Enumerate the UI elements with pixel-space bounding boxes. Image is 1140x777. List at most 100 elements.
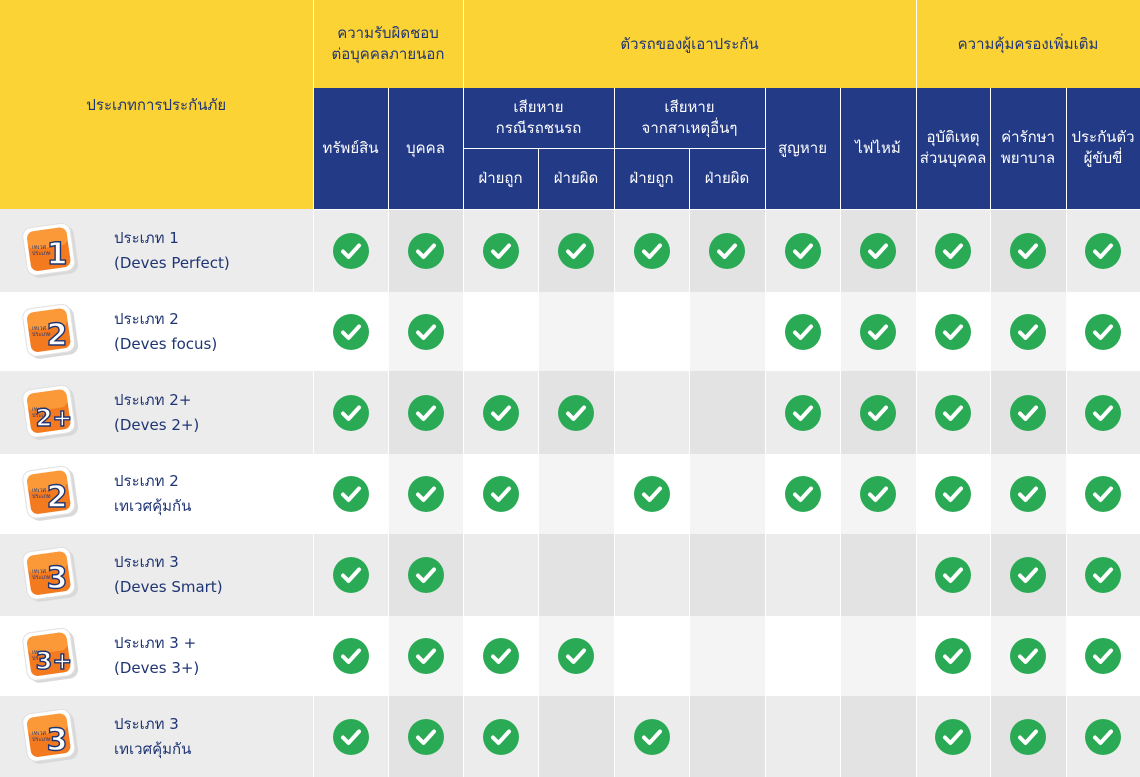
coverage-cell bbox=[689, 696, 766, 777]
plan-name: ประเภท 2 เทเวศคุ้มกัน bbox=[114, 469, 191, 519]
check-circle-icon bbox=[407, 557, 444, 593]
check-circle-icon bbox=[860, 476, 897, 512]
insurance-type-label: ประเภทการประกันภัย bbox=[86, 95, 227, 114]
coverage-cell bbox=[538, 534, 615, 616]
check-circle-icon bbox=[935, 718, 972, 755]
col-collision-wrong-label: ฝ่ายผิด bbox=[553, 169, 599, 187]
badge-number: 1 bbox=[47, 237, 68, 272]
check-circle-icon bbox=[709, 232, 746, 269]
badge-number: 2+ bbox=[36, 404, 73, 432]
plan-type-cell: เทเวศประเภท 2 ประเภท 2 (Deves focus) bbox=[0, 292, 314, 371]
col-person-label: บุคคล bbox=[406, 138, 445, 157]
col-collision-wrong-side: ฝ่ายผิด bbox=[538, 148, 615, 210]
col-lost-label: สูญหาย bbox=[777, 138, 828, 157]
col-property: ทรัพย์สิน bbox=[313, 88, 389, 210]
plan-name-line2: (Deves 3+) bbox=[114, 659, 200, 677]
table-row: เทเวศประเภท 2 ประเภท 2 (Deves focus) bbox=[0, 292, 1140, 371]
check-circle-icon bbox=[332, 718, 369, 755]
check-circle-icon bbox=[784, 394, 821, 431]
check-circle-icon bbox=[935, 557, 972, 593]
coverage-cell bbox=[463, 696, 539, 777]
plan-name-line1: ประเภท 2 bbox=[114, 472, 179, 490]
col-lost: สูญหาย bbox=[765, 88, 841, 210]
badge-number: 3+ bbox=[36, 647, 73, 675]
coverage-cell bbox=[840, 696, 917, 777]
coverage-cell bbox=[538, 616, 615, 696]
badge-number: 2 bbox=[47, 318, 68, 353]
check-circle-icon bbox=[558, 638, 595, 674]
coverage-cell bbox=[1066, 371, 1140, 454]
check-circle-icon bbox=[935, 476, 972, 512]
coverage-cell bbox=[388, 209, 464, 292]
col-property-label: ทรัพย์สิน bbox=[322, 138, 379, 157]
badge-number: 3 bbox=[47, 723, 68, 758]
table-row: เทเวศประเภท 3 ประเภท 3 เทเวศคุ้มกัน bbox=[0, 696, 1140, 777]
col-collision: เสียหาย กรณีรถชนรถ bbox=[463, 88, 615, 149]
plan-name-line1: ประเภท 2+ bbox=[114, 390, 192, 409]
coverage-cell bbox=[538, 209, 615, 292]
check-circle-icon bbox=[332, 394, 369, 431]
check-circle-icon bbox=[407, 394, 444, 431]
check-circle-icon bbox=[332, 232, 369, 269]
extra-coverage-group-header: ความคุ้มครองเพิ่มเติม bbox=[916, 0, 1140, 88]
check-circle-icon bbox=[558, 232, 595, 269]
col-collision-label: เสียหาย กรณีรถชนรถ bbox=[495, 97, 582, 137]
plan-type-wrapper: เทเวศประเภท 1 ประเภท 1 (Deves Perfect) bbox=[0, 220, 313, 282]
check-circle-icon bbox=[407, 476, 444, 512]
coverage-cell bbox=[689, 534, 766, 616]
coverage-cell bbox=[463, 209, 539, 292]
check-circle-icon bbox=[784, 313, 821, 350]
coverage-cell bbox=[313, 696, 389, 777]
coverage-cell bbox=[538, 292, 615, 371]
extra-coverage-group-label: ความคุ้มครองเพิ่มเติม bbox=[957, 34, 1099, 53]
coverage-cell bbox=[614, 616, 690, 696]
coverage-cell bbox=[388, 371, 464, 454]
coverage-cell bbox=[765, 616, 841, 696]
check-circle-icon bbox=[482, 232, 519, 269]
coverage-cell bbox=[765, 209, 841, 292]
coverage-cell bbox=[538, 454, 615, 534]
col-person: บุคคล bbox=[388, 88, 464, 210]
coverage-cell bbox=[1066, 534, 1140, 616]
plan-name-line2: เทเวศคุ้มกัน bbox=[114, 497, 192, 515]
plan-name-line1: ประเภท 1 bbox=[114, 228, 179, 247]
check-circle-icon bbox=[1085, 718, 1122, 755]
plan-type-wrapper: เทเวศประเภท 2+ ประเภท 2+ (Deves 2+) bbox=[0, 382, 313, 444]
coverage-cell bbox=[689, 371, 766, 454]
coverage-cell bbox=[388, 292, 464, 371]
table-row: เทเวศประเภท 2 ประเภท 2 เทเวศคุ้มกัน bbox=[0, 454, 1140, 534]
third-party-group-label: ความรับผิดชอบ ต่อบุคคลภายนอก bbox=[331, 24, 445, 63]
plan-name: ประเภท 2+ (Deves 2+) bbox=[114, 388, 199, 438]
coverage-cell bbox=[765, 371, 841, 454]
coverage-cell bbox=[388, 454, 464, 534]
badge-caption: เทเวศประเภท bbox=[32, 487, 51, 500]
col-collision-right-label: ฝ่ายถูก bbox=[478, 169, 523, 187]
plan-name: ประเภท 3 + (Deves 3+) bbox=[114, 631, 199, 681]
coverage-cell bbox=[990, 534, 1067, 616]
check-circle-icon bbox=[1010, 476, 1047, 512]
check-circle-icon bbox=[633, 718, 670, 755]
badge-caption: เทเวศประเภท bbox=[32, 649, 51, 662]
coverage-cell bbox=[689, 454, 766, 534]
check-circle-icon bbox=[332, 557, 369, 593]
coverage-cell bbox=[463, 371, 539, 454]
coverage-cell bbox=[313, 454, 389, 534]
plan-type-wrapper: เทเวศประเภท 3+ ประเภท 3 + (Deves 3+) bbox=[0, 625, 313, 687]
coverage-cell bbox=[614, 534, 690, 616]
col-driver-bail-label: ประกันตัว ผู้ขับขี่ bbox=[1071, 128, 1135, 168]
coverage-cell bbox=[1066, 454, 1140, 534]
plan-name-line2: เทเวศคุ้มกัน bbox=[114, 739, 192, 758]
coverage-cell bbox=[313, 292, 389, 371]
coverage-cell bbox=[990, 371, 1067, 454]
check-circle-icon bbox=[407, 232, 444, 269]
col-medical-label: ค่ารักษา พยาบาล bbox=[1000, 128, 1056, 168]
plan-name-line2: (Deves 2+) bbox=[114, 415, 200, 434]
plan-name-line1: ประเภท 2 bbox=[114, 309, 179, 328]
coverage-cell bbox=[463, 454, 539, 534]
coverage-cell bbox=[689, 616, 766, 696]
